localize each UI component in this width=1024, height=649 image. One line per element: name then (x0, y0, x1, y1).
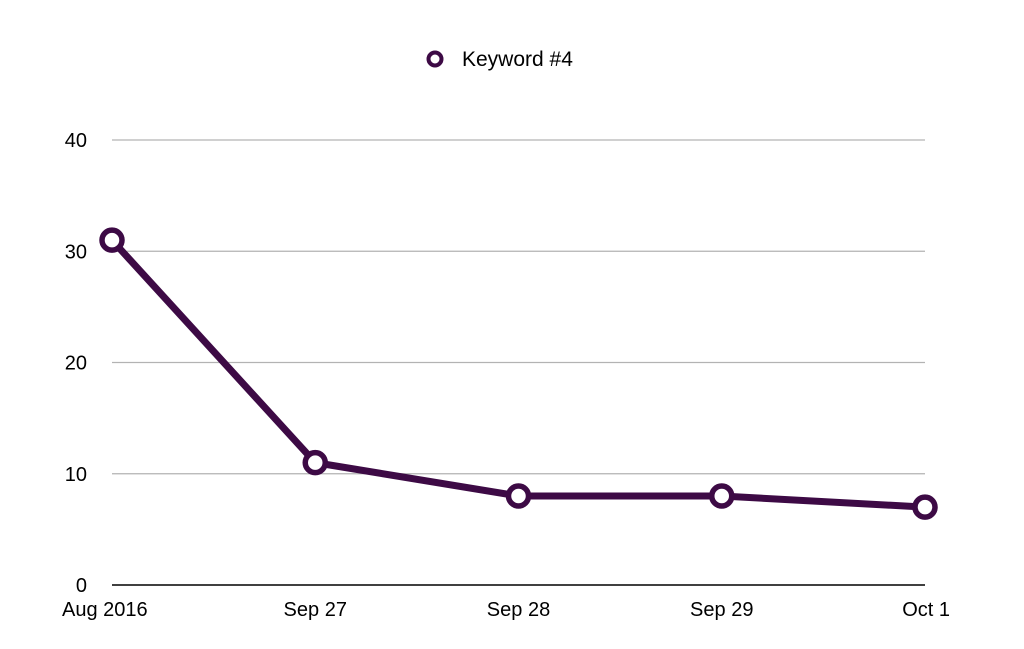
x-tick-label-sep-29: Sep 29 (690, 599, 753, 621)
gridlines (112, 139, 925, 586)
x-axis-tick-labels: Aug 2016 Sep 27 Sep 28 Sep 29 Oct 1 (62, 599, 950, 621)
series-line-keyword-4 (108, 236, 929, 511)
y-tick-label-30: 30 (65, 241, 87, 263)
x-tick-label-aug-2016: Aug 2016 (62, 599, 148, 621)
data-point-oct-1 (912, 494, 938, 520)
x-tick-label-oct-1: Oct 1 (902, 599, 950, 621)
y-axis-tick-labels: 0 10 20 30 40 (65, 130, 87, 597)
legend: Keyword #4 (426, 48, 573, 71)
x-tick-label-sep-27: Sep 27 (284, 599, 347, 621)
y-tick-label-20: 20 (65, 353, 87, 375)
y-tick-label-0: 0 (76, 575, 87, 597)
series-keyword-4 (99, 227, 938, 520)
legend-label-keyword-4: Keyword #4 (462, 48, 573, 71)
data-point-sep-27 (302, 449, 328, 476)
legend-marker (426, 50, 444, 68)
x-tick-label-sep-28: Sep 28 (487, 599, 550, 621)
data-point-sep-28 (505, 483, 532, 509)
data-point-sep-29 (709, 483, 735, 509)
y-tick-label-10: 10 (65, 464, 87, 486)
data-point-aug-2016 (99, 227, 125, 253)
y-tick-label-40: 40 (65, 130, 87, 152)
